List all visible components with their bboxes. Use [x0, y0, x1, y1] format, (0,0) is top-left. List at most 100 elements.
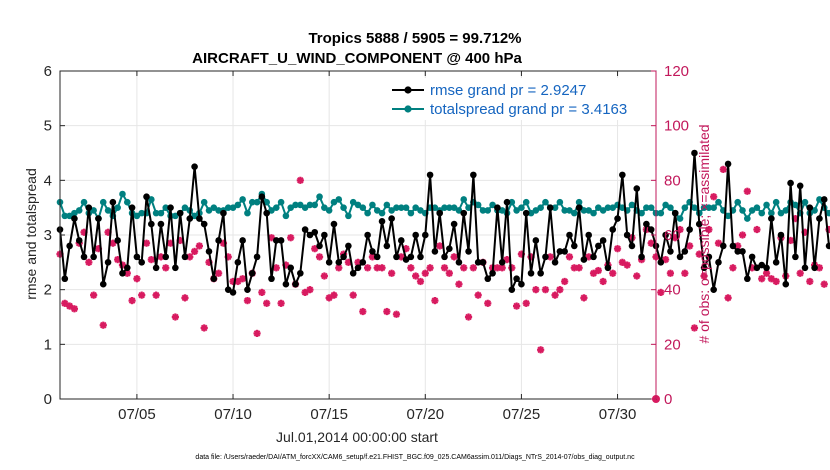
obs-point-139 — [724, 294, 732, 302]
obs-point-48-d2 — [287, 234, 295, 242]
rmse-line — [59, 152, 830, 294]
rmse-point-143 — [744, 275, 751, 283]
totalspread-point-28 — [191, 212, 198, 220]
totalspread-point-142 — [739, 207, 746, 214]
obs-point-113-d2 — [599, 278, 607, 285]
obs-point-109 — [580, 294, 588, 302]
rmse-point-110 — [585, 231, 593, 239]
obs-point-135-d2 — [705, 226, 713, 233]
obs-point-105 — [561, 277, 569, 286]
obs-point-55-d2 — [321, 272, 328, 280]
x-tick-label-2: 07/15 — [310, 406, 348, 423]
obs-point-106 — [565, 253, 574, 261]
obs-point-1-d2 — [61, 300, 69, 307]
rmse-point-106 — [566, 231, 573, 239]
obs-point-142-d2 — [739, 231, 746, 239]
rmse-point-15 — [128, 204, 136, 211]
obs-point-80 — [440, 264, 449, 272]
rmse-point-47 — [282, 280, 290, 288]
obs-point-54 — [315, 253, 324, 261]
totalspread-point-59 — [340, 204, 347, 211]
totalspread-point-158 — [816, 196, 823, 203]
rmse-point-22 — [162, 253, 170, 261]
obs-point-77 — [426, 264, 434, 272]
totalspread-point-160 — [825, 209, 830, 217]
rmse-point-36 — [229, 289, 237, 296]
rmse-point-84 — [460, 209, 468, 217]
rmse-point-10 — [104, 259, 112, 266]
totalspread-point-97 — [522, 198, 530, 206]
totalspread-point-10 — [104, 207, 112, 214]
obs-point-41-d2 — [253, 330, 261, 337]
rmse-point-134 — [700, 264, 708, 272]
obs-point-16-d2 — [133, 275, 141, 283]
totalspread-point-121 — [638, 209, 645, 217]
rmse-point-99 — [532, 237, 540, 244]
obs-point-89-d2 — [484, 300, 492, 307]
rmse-point-83 — [455, 259, 463, 266]
obs-point-67-d2 — [378, 264, 386, 272]
totalspread-point-143 — [744, 215, 751, 222]
rmse-point-25 — [176, 209, 184, 217]
obs-point-70-d2 — [393, 310, 400, 318]
totalspread-point-67 — [378, 209, 386, 217]
obs-point-46-d2 — [277, 300, 285, 307]
totalspread-point-32 — [210, 204, 218, 211]
rmse-point-61 — [349, 269, 357, 277]
obs-point-106-d2 — [566, 253, 573, 261]
rmse-point-33 — [215, 237, 222, 244]
rmse-point-103 — [551, 259, 559, 266]
rmse-point-26 — [181, 253, 189, 261]
rmse-point-59 — [340, 253, 347, 261]
x-tick-label-5: 07/30 — [599, 406, 637, 423]
obs-point-130 — [681, 269, 689, 277]
obs-point-70 — [392, 310, 401, 318]
rmse-point-17 — [138, 259, 146, 266]
obs-point-42 — [258, 288, 266, 296]
obs-point-152-d2 — [787, 237, 794, 244]
totalspread-point-70 — [393, 204, 400, 211]
y-tick-label-6: 6 — [44, 63, 52, 80]
obs-point-87-d2 — [474, 291, 482, 299]
obs-point-17 — [138, 291, 146, 299]
totalspread-point-137 — [715, 198, 722, 206]
totalspread-point-37 — [234, 201, 242, 209]
obs-point-28-d2 — [191, 248, 198, 255]
totalspread-point-87 — [474, 201, 482, 209]
totalspread-point-49 — [292, 201, 299, 209]
obs-point-85-d2 — [465, 313, 472, 321]
totalspread-point-135 — [705, 204, 713, 211]
totalspread-point-64 — [364, 209, 371, 217]
totalspread-point-148 — [768, 209, 775, 217]
totalspread-point-84 — [460, 196, 468, 203]
obs-point-140-d2 — [729, 264, 737, 272]
obs-point-86-d2 — [470, 264, 477, 272]
obs-point-101-d2 — [542, 286, 549, 293]
rmse-point-154 — [796, 182, 804, 190]
totalspread-point-41 — [253, 198, 261, 206]
obs-point-116 — [613, 245, 622, 253]
obs-point-158-d2 — [816, 264, 823, 272]
obs-point-63-d2 — [359, 308, 367, 315]
y-right-tick-label-5: 100 — [664, 118, 689, 135]
obs-point-139-d2 — [724, 294, 732, 302]
rmse-point-41 — [253, 253, 261, 261]
rmse-point-39 — [244, 286, 251, 293]
rmse-point-160 — [825, 242, 830, 250]
obs-point-26-d2 — [181, 294, 189, 302]
totalspread-point-136 — [710, 204, 717, 211]
totalspread-point-55 — [321, 204, 328, 211]
obs-point-65-d2 — [369, 253, 376, 261]
obs-point-22 — [162, 264, 170, 272]
rmse-point-159 — [820, 196, 828, 203]
rmse-point-62 — [354, 264, 362, 272]
obs-point-18-d2 — [143, 239, 150, 247]
totalspread-point-100 — [537, 204, 544, 211]
totalspread-point-12 — [114, 204, 121, 211]
totalspread-point-129 — [676, 215, 684, 222]
obs-point-73 — [407, 264, 415, 272]
rmse-point-52 — [306, 231, 314, 239]
rmse-point-82 — [450, 220, 458, 228]
rmse-point-5 — [80, 253, 88, 261]
totalspread-point-16 — [133, 212, 141, 220]
